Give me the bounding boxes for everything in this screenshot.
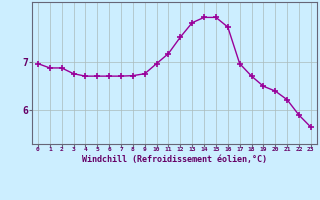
X-axis label: Windchill (Refroidissement éolien,°C): Windchill (Refroidissement éolien,°C) xyxy=(82,155,267,164)
